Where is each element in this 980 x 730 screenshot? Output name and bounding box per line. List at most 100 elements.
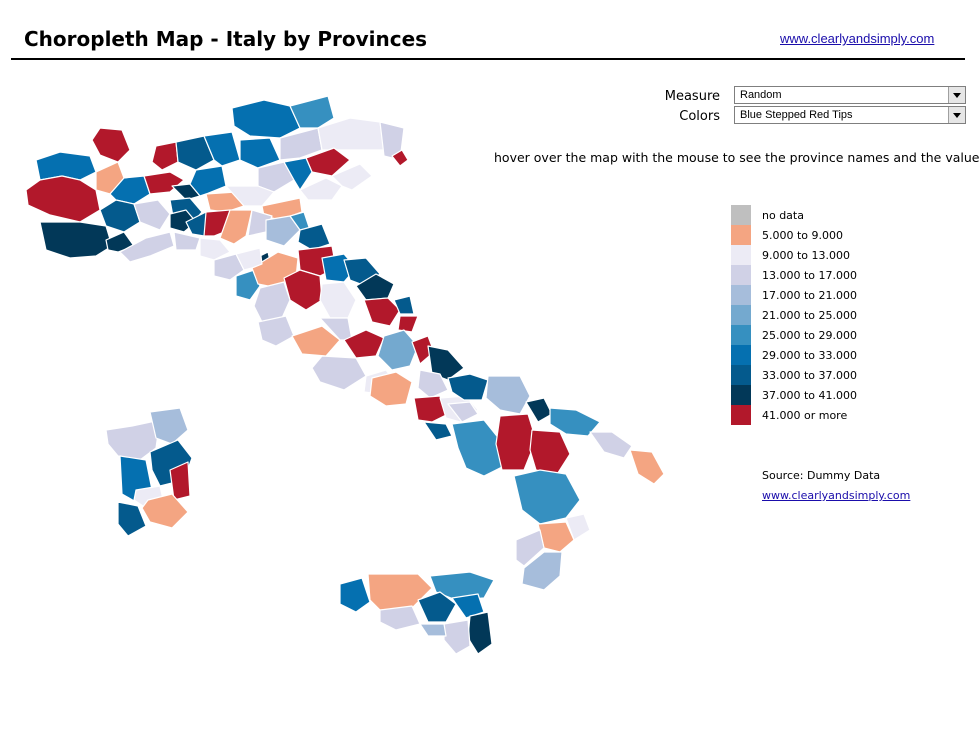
province-region[interactable] — [521, 551, 563, 591]
province-region[interactable] — [231, 99, 301, 139]
legend-swatch — [731, 285, 751, 305]
source-link[interactable]: www.clearlyandsimply.com — [762, 489, 911, 502]
sicily-provinces — [339, 571, 495, 655]
province-region[interactable] — [467, 611, 493, 655]
province-region[interactable] — [391, 149, 409, 167]
province-region[interactable] — [629, 449, 665, 485]
legend-label: 17.000 to 21.000 — [762, 289, 858, 302]
province-region[interactable] — [355, 273, 395, 301]
province-region[interactable] — [279, 127, 323, 161]
province-region[interactable] — [289, 95, 335, 129]
province-region[interactable] — [199, 237, 231, 261]
province-region[interactable] — [417, 591, 457, 623]
province-region[interactable] — [151, 141, 179, 171]
province-region[interactable] — [379, 605, 421, 631]
province-region[interactable] — [419, 623, 447, 637]
province-region[interactable] — [429, 571, 495, 601]
province-region[interactable] — [225, 185, 275, 207]
source-note: Source: Dummy Data — [762, 469, 881, 482]
province-region[interactable] — [311, 355, 367, 391]
province-region[interactable] — [413, 395, 449, 423]
province-region[interactable] — [393, 295, 415, 315]
province-region[interactable] — [447, 401, 479, 423]
legend-swatch — [731, 405, 751, 425]
province-region[interactable] — [35, 151, 97, 181]
header-divider — [11, 58, 965, 60]
province-region[interactable] — [443, 619, 471, 655]
measure-dropdown[interactable]: Random — [734, 86, 966, 104]
province-region[interactable] — [515, 529, 545, 567]
legend-label: 37.000 to 41.000 — [762, 389, 858, 402]
legend-label: 9.000 to 13.000 — [762, 249, 851, 262]
province-region[interactable] — [257, 315, 295, 347]
legend-swatch — [731, 305, 751, 325]
province-region[interactable] — [343, 329, 385, 359]
province-region[interactable] — [451, 593, 485, 619]
hover-instruction: hover over the map with the mouse to see… — [494, 150, 980, 165]
legend-swatch — [731, 265, 751, 285]
province-region[interactable] — [423, 421, 453, 441]
province-region[interactable] — [363, 297, 401, 327]
province-region[interactable] — [91, 127, 131, 163]
province-region[interactable] — [25, 175, 101, 223]
province-region[interactable] — [235, 247, 263, 271]
colors-label: Colors — [679, 109, 720, 124]
legend-label: 5.000 to 9.000 — [762, 229, 844, 242]
province-region[interactable] — [485, 375, 531, 415]
province-region[interactable] — [235, 269, 261, 301]
legend-label: 29.000 to 33.000 — [762, 349, 858, 362]
colors-dropdown[interactable]: Blue Stepped Red Tips — [734, 106, 966, 124]
chevron-down-icon[interactable] — [948, 107, 965, 123]
measure-selected-value: Random — [740, 89, 782, 101]
page-title: Choropleth Map - Italy by Provinces — [24, 27, 428, 51]
province-region[interactable] — [549, 407, 601, 437]
province-region[interactable] — [117, 501, 147, 537]
province-region[interactable] — [119, 231, 175, 263]
province-region[interactable] — [317, 117, 385, 151]
province-region[interactable] — [291, 325, 341, 357]
province-region[interactable] — [213, 253, 245, 281]
legend-swatch — [731, 345, 751, 365]
province-region[interactable] — [105, 419, 161, 461]
province-region[interactable] — [141, 493, 189, 529]
header-website-link[interactable]: www.clearlyandsimply.com — [780, 31, 935, 46]
province-region[interactable] — [239, 137, 281, 169]
province-region[interactable] — [451, 419, 505, 477]
province-region[interactable] — [203, 131, 241, 167]
province-region[interactable] — [339, 577, 371, 613]
province-region[interactable] — [377, 329, 419, 371]
province-region[interactable] — [39, 221, 113, 259]
province-region[interactable] — [397, 315, 419, 333]
province-region[interactable] — [299, 177, 343, 201]
province-region[interactable] — [149, 407, 189, 445]
province-region[interactable] — [427, 345, 465, 381]
province-region[interactable] — [369, 371, 413, 407]
province-region[interactable] — [265, 215, 301, 247]
legend-swatch — [731, 325, 751, 345]
province-region[interactable] — [417, 369, 449, 399]
province-region[interactable] — [447, 373, 489, 401]
italy-province-map — [25, 95, 665, 655]
province-region[interactable] — [529, 429, 571, 477]
colors-selected-value: Blue Stepped Red Tips — [740, 109, 853, 121]
province-region[interactable] — [133, 199, 171, 231]
legend-label: 25.000 to 29.000 — [762, 329, 858, 342]
province-region[interactable] — [257, 161, 295, 193]
legend-label: no data — [762, 209, 804, 222]
province-region[interactable] — [169, 461, 191, 501]
province-region[interactable] — [513, 469, 581, 525]
mainland-provinces — [25, 95, 665, 591]
province-region[interactable] — [173, 231, 201, 251]
province-region[interactable] — [495, 413, 537, 471]
province-region[interactable] — [319, 281, 357, 319]
province-region[interactable] — [589, 431, 633, 459]
sardinia-provinces — [105, 407, 193, 537]
measure-label: Measure — [664, 89, 720, 104]
province-region[interactable] — [283, 157, 313, 191]
province-region[interactable] — [175, 135, 215, 171]
province-region[interactable] — [283, 269, 323, 311]
legend-swatch — [731, 205, 751, 225]
chevron-down-icon[interactable] — [948, 87, 965, 103]
province-region[interactable] — [219, 209, 253, 245]
province-region[interactable] — [331, 163, 373, 191]
